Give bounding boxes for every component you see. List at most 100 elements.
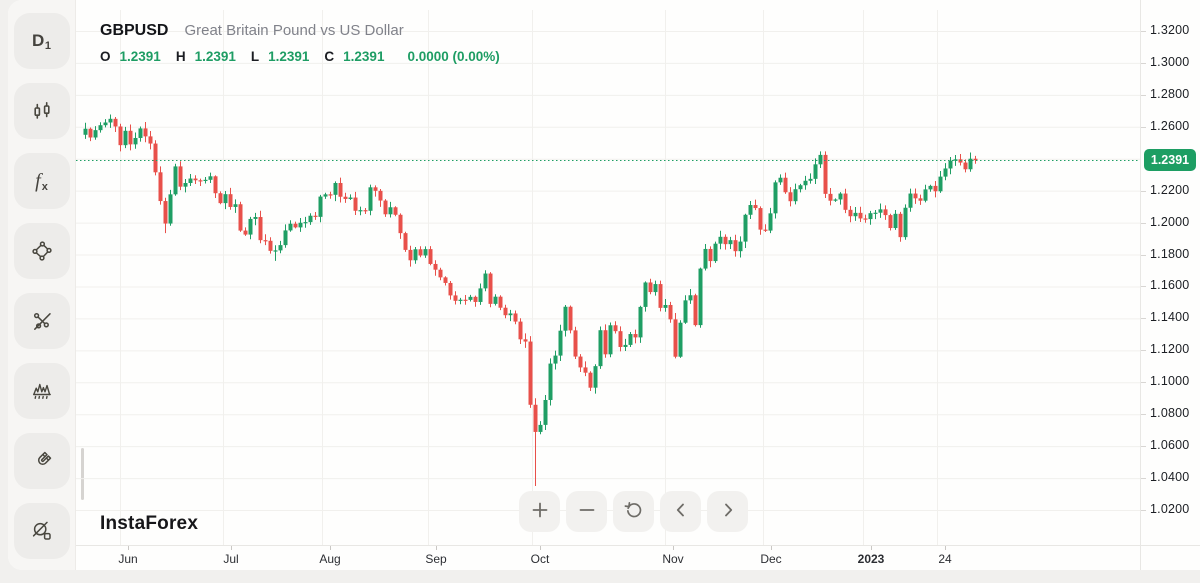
candle-up	[833, 199, 838, 201]
candle-down	[523, 339, 528, 342]
time-axis[interactable]: Jun Jul Aug Sep Oct Nov Dec 2023 24	[76, 545, 1140, 570]
candle-down	[573, 330, 578, 357]
indicators-button[interactable]: fx	[13, 153, 70, 209]
candle-down	[218, 193, 223, 204]
candle-down	[733, 240, 738, 252]
candlestick-chart[interactable]	[76, 0, 1140, 545]
pan-right-button[interactable]	[707, 491, 748, 532]
time-tick	[771, 546, 772, 550]
chart-plot-area[interactable]	[76, 0, 1140, 545]
magnet-button[interactable]	[13, 433, 70, 489]
price-tick	[1141, 31, 1146, 32]
open-label: O	[100, 49, 111, 64]
tool-sidebar: D1 fx	[8, 0, 76, 570]
high-label: H	[175, 49, 186, 64]
candle-down	[148, 136, 153, 144]
time-tick	[673, 546, 674, 550]
candle-up	[803, 180, 808, 186]
candle-up	[663, 304, 668, 308]
price-tick-label: 1.0800	[1150, 406, 1190, 421]
price-tick	[1141, 62, 1146, 64]
timeframe-button[interactable]: D1	[13, 13, 70, 69]
candle-down	[668, 304, 673, 320]
candle-down	[753, 205, 758, 209]
pan-left-button[interactable]	[660, 491, 701, 532]
candle-up	[608, 325, 613, 355]
candle-up	[778, 177, 783, 183]
candle-down	[363, 210, 368, 212]
candle-down	[418, 249, 423, 256]
candle-up	[553, 355, 558, 364]
symbol-name[interactable]: GBPUSD	[100, 22, 169, 39]
candle-up	[638, 306, 643, 338]
candle-up	[168, 194, 173, 224]
symbol-description: Great Britain Pound vs US Dollar	[184, 22, 404, 39]
time-tick-label: Jul	[223, 552, 239, 566]
sidebar-scrollbar[interactable]	[81, 448, 84, 500]
symbol-header: GBPUSD Great Britain Pound vs US Dollar …	[100, 22, 500, 64]
chart-style-button[interactable]	[13, 83, 70, 139]
zoom-in-button[interactable]	[519, 491, 560, 532]
candle-up	[233, 204, 238, 207]
candle-down	[913, 193, 918, 199]
candle-down	[648, 282, 653, 293]
candle-up	[818, 154, 823, 165]
time-tick	[945, 546, 946, 550]
candle-down	[693, 295, 698, 326]
reset-view-button[interactable]	[613, 491, 654, 532]
candle-up	[593, 366, 598, 388]
low-value: 1.2391	[268, 49, 310, 64]
candle-up	[623, 344, 628, 347]
candle-up	[698, 268, 703, 326]
time-tick-label: Sep	[425, 552, 447, 566]
candle-up	[728, 240, 733, 245]
price-axis[interactable]: 1.2391 1.3200 1.3000 1.2800 1.2600 1.2200 1.2…	[1140, 0, 1200, 545]
candle-up	[868, 213, 873, 220]
candle-up	[388, 207, 393, 215]
candle-up	[333, 183, 338, 195]
candle-down	[398, 214, 403, 234]
candle-up	[938, 176, 943, 192]
candle-down	[228, 194, 233, 207]
candle-up	[108, 118, 113, 123]
candle-up	[893, 213, 898, 229]
zoom-out-button[interactable]	[566, 491, 607, 532]
price-tick	[1141, 414, 1146, 416]
candle-down	[113, 118, 118, 127]
candle-down	[408, 249, 413, 261]
candle-up	[738, 241, 743, 252]
candle-down	[373, 187, 378, 191]
time-tick-label: Aug	[319, 552, 341, 566]
trend-lines-button[interactable]	[13, 293, 70, 349]
candle-up	[138, 128, 143, 138]
candle-down	[758, 208, 763, 230]
candle-up	[123, 130, 128, 146]
price-tick	[1141, 126, 1146, 128]
candle-down	[313, 215, 318, 217]
candle-up	[413, 249, 418, 261]
time-tick	[231, 546, 232, 550]
hide-drawings-button[interactable]	[13, 503, 70, 559]
candlestick-style-icon	[30, 99, 54, 123]
candle-down	[238, 204, 243, 231]
patterns-button[interactable]	[13, 363, 70, 419]
price-tick-label: 1.2800	[1150, 86, 1190, 101]
open-value: 1.2391	[119, 49, 161, 64]
candle-down	[268, 240, 273, 251]
candle-down	[328, 194, 333, 196]
candle-up	[548, 363, 553, 400]
drawing-shapes-button[interactable]	[13, 223, 70, 279]
candle-down	[88, 128, 93, 138]
candle-down	[528, 341, 533, 405]
candle-up	[318, 196, 323, 217]
candle-down	[118, 126, 123, 146]
price-tick-label: 1.1600	[1150, 278, 1190, 293]
close-label: C	[324, 49, 335, 64]
candle-up	[853, 212, 858, 217]
ohlc-readout: O 1.2391 H 1.2391 L 1.2391 C 1.2391 0.00…	[100, 49, 500, 64]
fx-indicators-icon: fx	[35, 169, 48, 193]
candle-up	[743, 214, 748, 242]
candle-down	[293, 223, 298, 228]
candle-down	[708, 248, 713, 262]
